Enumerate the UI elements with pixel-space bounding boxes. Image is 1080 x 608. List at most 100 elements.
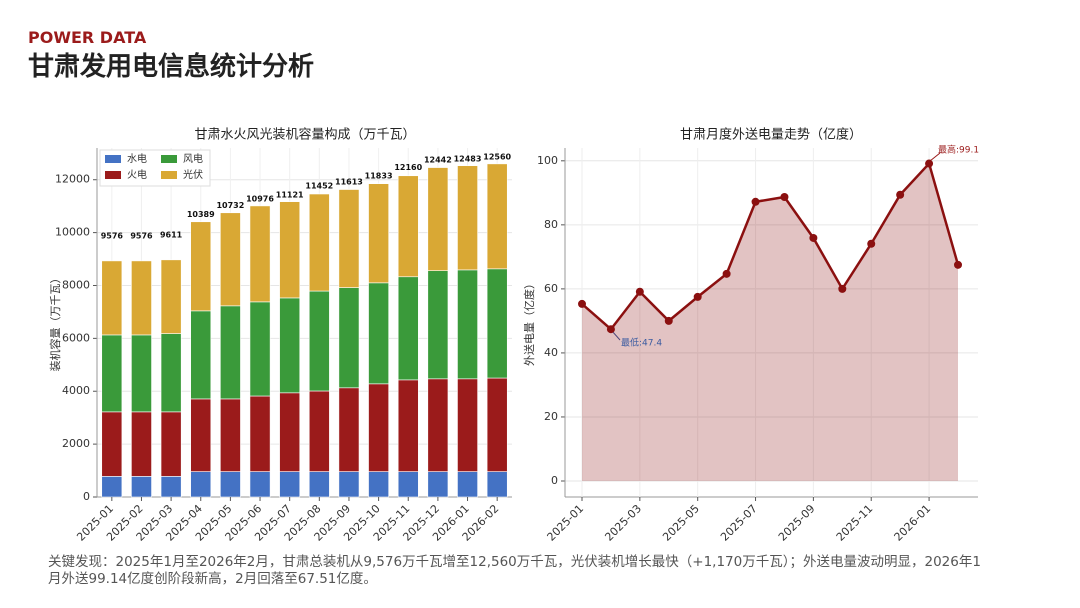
bar-segment <box>220 212 241 307</box>
total-label: 10389 <box>187 210 215 219</box>
bar-segment <box>368 471 389 498</box>
bar-segment <box>427 471 449 498</box>
bar-segment <box>368 282 389 385</box>
bar-segment <box>220 398 241 472</box>
bar-segment <box>190 398 212 472</box>
legend-label: 光伏 <box>183 168 203 181</box>
total-label: 11452 <box>305 182 333 191</box>
point <box>925 159 934 168</box>
total-label: 11833 <box>365 172 393 181</box>
bar-segment <box>486 471 508 498</box>
bar-segment <box>160 476 182 498</box>
annotation: 最低:47.4 <box>621 337 662 349</box>
bar-segment <box>397 175 419 278</box>
y-tick-label: 0 <box>551 474 558 487</box>
legend-swatch <box>161 171 177 179</box>
bar-segment <box>190 471 212 498</box>
y-tick-label: 80 <box>544 218 558 231</box>
total-label: 9576 <box>101 231 124 240</box>
bar-segment <box>338 387 360 472</box>
line <box>581 161 960 332</box>
footer-note: 关键发现：2025年1月至2026年2月，甘肃总装机从9,576万千瓦增至12,… <box>48 554 981 587</box>
x-tick-label: 2025-07 <box>718 502 760 544</box>
bar-segment <box>131 260 152 336</box>
bar-segment <box>249 301 271 397</box>
x-tick-label: 2025-03 <box>602 502 644 544</box>
bar-segment <box>308 290 330 392</box>
y-tick-label: 40 <box>544 346 558 359</box>
point <box>693 292 702 301</box>
legend-label: 风电 <box>183 152 203 165</box>
total-label: 10732 <box>216 201 244 210</box>
y-tick-label: 2000 <box>62 437 90 450</box>
bar-segment <box>279 471 301 498</box>
bar-segment <box>486 163 508 270</box>
bar-segment <box>397 471 419 498</box>
bar-segment <box>427 378 449 472</box>
y-tick-label: 12000 <box>55 173 90 186</box>
bar-segment <box>338 189 360 288</box>
y-tick-label: 60 <box>544 282 558 295</box>
bar-segment <box>397 379 419 472</box>
total-label: 12442 <box>424 156 452 165</box>
total-label: 11613 <box>335 177 363 186</box>
x-tick-label: 2025-11 <box>834 502 876 544</box>
bar-segment <box>101 411 123 477</box>
bar-segment <box>131 334 152 413</box>
point <box>664 316 673 325</box>
chart-title: 甘肃月度外送电量走势（亿度） <box>680 127 862 143</box>
bar-segment <box>131 411 152 477</box>
area <box>582 163 958 481</box>
bar-segment <box>308 471 330 498</box>
y-axis-label: 装机容量（万千瓦） <box>48 273 62 372</box>
bar-segment <box>457 471 478 498</box>
point <box>722 269 731 278</box>
annotation: 最高:99.1 <box>938 144 979 156</box>
bar-segment <box>457 165 478 271</box>
x-tick-label: 2026-01 <box>892 502 934 544</box>
bar-segment <box>101 260 123 336</box>
bar-segment <box>457 378 478 472</box>
legend-label: 火电 <box>127 168 147 181</box>
annotation-arrow <box>611 330 621 341</box>
bar-segment <box>397 276 419 381</box>
legend-label: 水电 <box>127 152 147 165</box>
total-label: 10976 <box>246 194 274 203</box>
legend-swatch <box>105 155 121 163</box>
bar-segment <box>249 205 271 303</box>
bar-segment <box>486 377 508 472</box>
legend-swatch <box>161 155 177 163</box>
y-tick-label: 100 <box>537 154 558 167</box>
bar-segment <box>101 476 123 498</box>
bar-segment <box>220 471 241 498</box>
bar-segment <box>190 310 212 400</box>
bar-segment <box>308 193 330 292</box>
x-tick-label: 2025-09 <box>776 502 818 544</box>
bar-segment <box>368 183 389 284</box>
point <box>896 190 905 199</box>
page-title: 甘肃发用电信息统计分析 <box>28 52 315 82</box>
bar-segment <box>249 395 271 472</box>
bar-segment <box>131 476 152 498</box>
total-label: 12560 <box>483 152 511 161</box>
bar-segment <box>190 221 212 312</box>
bar-segment <box>160 333 182 413</box>
annotation-arrow <box>929 152 941 162</box>
point <box>635 287 644 296</box>
bar-segment <box>338 471 360 498</box>
bar-segment <box>427 270 449 380</box>
chart-title: 甘肃水火风光装机容量构成（万千瓦） <box>194 127 415 143</box>
bar-segment <box>101 334 123 413</box>
y-tick-label: 0 <box>83 490 90 503</box>
brand: POWER DATA <box>28 28 147 47</box>
total-label: 9611 <box>160 230 183 239</box>
bar-segment <box>457 269 478 380</box>
bar-segment <box>338 287 360 389</box>
point <box>954 260 962 269</box>
bar-segment <box>427 167 449 271</box>
bar-segment <box>279 297 301 394</box>
bar-segment <box>249 471 271 498</box>
x-tick-label: 2025-01 <box>545 502 587 544</box>
point <box>809 233 818 242</box>
